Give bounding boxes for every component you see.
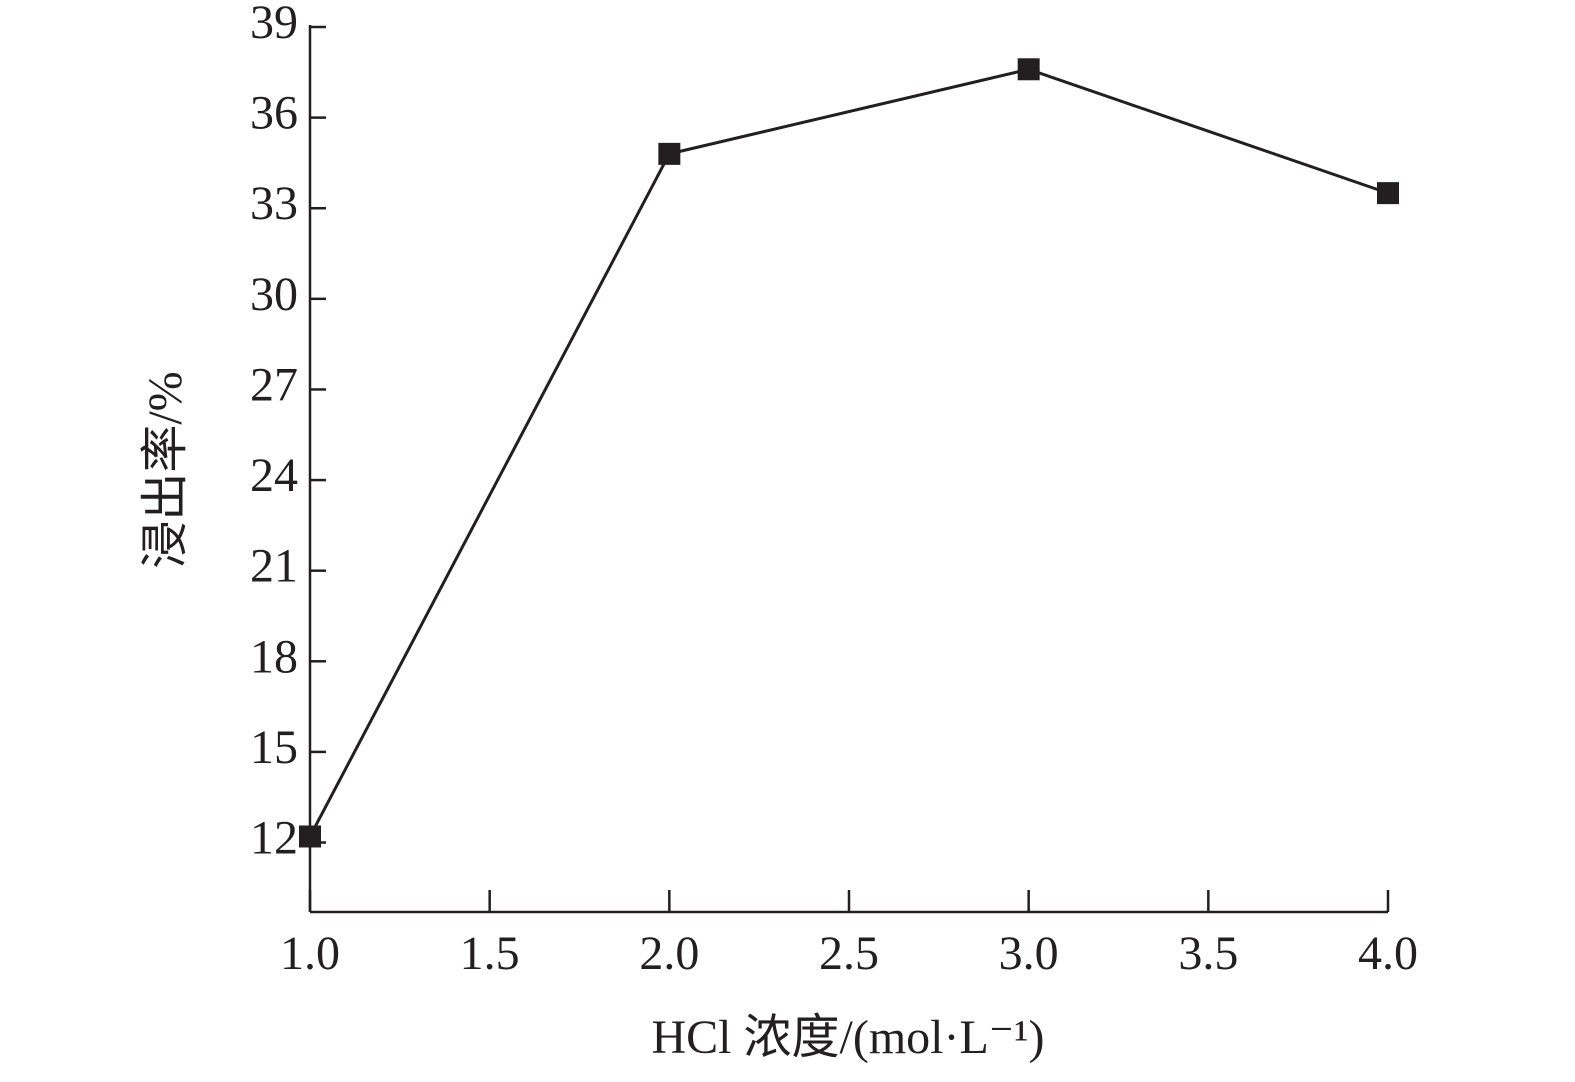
y-tick-label: 30 — [250, 268, 298, 321]
marker — [1377, 182, 1399, 205]
series-line — [308, 67, 1389, 838]
y-tick-label: 39 — [250, 0, 298, 49]
y-tick-label: 27 — [250, 358, 298, 411]
marker — [658, 142, 681, 165]
marker — [299, 825, 321, 848]
x-axis-label: HCl 浓度/(mol·L⁻¹) — [651, 1011, 1044, 1064]
y-tick-label: 12 — [250, 812, 298, 865]
x-tick-label: 1.0 — [280, 927, 340, 980]
y-tick-label: 15 — [250, 721, 298, 774]
y-tick-label: 24 — [250, 449, 298, 502]
x-tick-label: 2.0 — [639, 927, 699, 980]
y-axis-label: 浸出率/% — [139, 371, 192, 568]
x-tick-label: 2.5 — [819, 927, 879, 980]
marker — [1017, 58, 1040, 81]
x-tick-label: 3.5 — [1178, 927, 1238, 980]
x-tick-label: 4.0 — [1358, 927, 1418, 980]
y-tick-label: 33 — [250, 177, 298, 230]
y-tick-label: 18 — [250, 630, 298, 683]
y-tick-label: 36 — [250, 87, 298, 140]
x-tick-label: 3.0 — [999, 927, 1059, 980]
y-tick-label: 21 — [250, 540, 298, 593]
x-tick-label: 1.5 — [460, 927, 520, 980]
